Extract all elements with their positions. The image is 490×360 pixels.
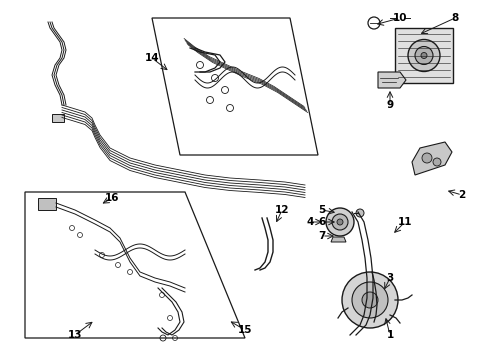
FancyBboxPatch shape: [38, 198, 56, 210]
Text: 3: 3: [387, 273, 393, 283]
Text: 11: 11: [398, 217, 412, 227]
Circle shape: [422, 153, 432, 163]
Circle shape: [415, 46, 433, 64]
Circle shape: [337, 219, 343, 225]
Text: 2: 2: [458, 190, 466, 200]
Circle shape: [342, 272, 398, 328]
Circle shape: [356, 209, 364, 217]
Text: 4: 4: [306, 217, 314, 227]
Circle shape: [433, 158, 441, 166]
Circle shape: [332, 214, 348, 230]
Circle shape: [408, 40, 440, 72]
Circle shape: [326, 208, 354, 236]
Text: 14: 14: [145, 53, 159, 63]
Circle shape: [352, 282, 388, 318]
Text: 9: 9: [387, 100, 393, 110]
Text: 1: 1: [387, 330, 393, 340]
FancyBboxPatch shape: [395, 28, 453, 83]
Polygon shape: [331, 237, 346, 242]
FancyBboxPatch shape: [52, 114, 64, 122]
Text: 6: 6: [318, 217, 326, 227]
Polygon shape: [378, 72, 406, 88]
Text: 10: 10: [393, 13, 407, 23]
Text: 12: 12: [275, 205, 289, 215]
Text: 13: 13: [68, 330, 82, 340]
Text: 5: 5: [318, 205, 326, 215]
Text: 16: 16: [105, 193, 119, 203]
Polygon shape: [412, 142, 452, 175]
Circle shape: [362, 292, 378, 308]
Text: 8: 8: [451, 13, 459, 23]
Circle shape: [421, 53, 427, 59]
Text: 7: 7: [318, 231, 326, 241]
Text: 15: 15: [238, 325, 252, 335]
